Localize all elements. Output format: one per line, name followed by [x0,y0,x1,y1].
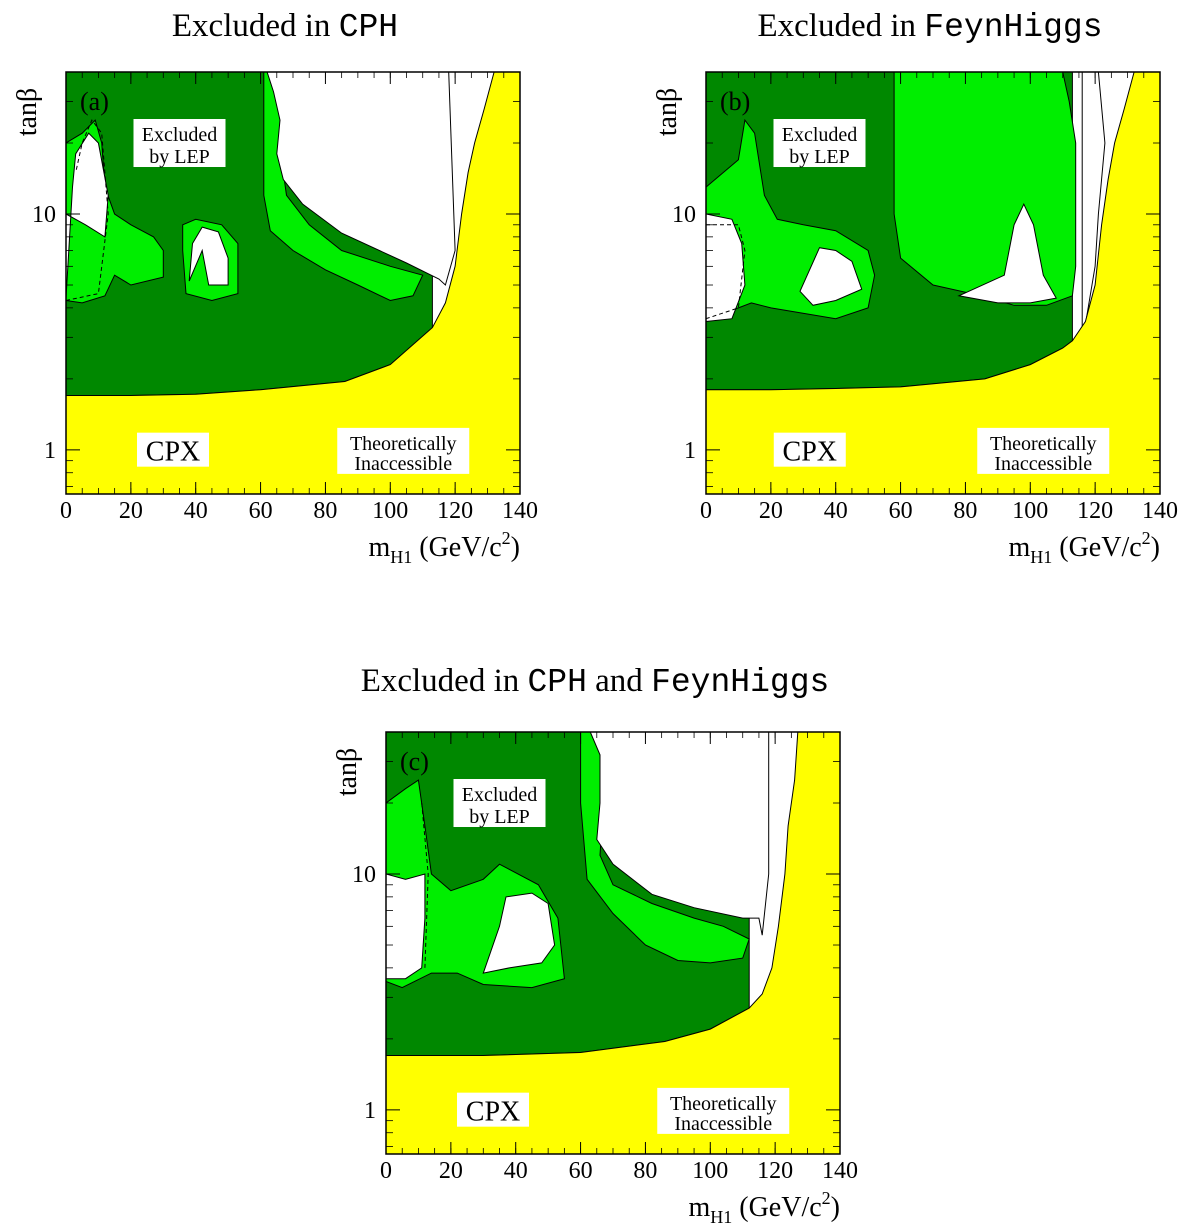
theory-label-box [337,427,470,474]
y-axis-label: tanβ [332,748,363,796]
y-tick-label: 10 [672,202,696,228]
chart-a: 0 20 40 60 80 100 120 140 1 10 mH1 (GeV/c2) tanβ (a)… [12,71,538,567]
dashed-contour [421,802,429,968]
dashed-contour [706,224,746,320]
x-tick-label: 80 [633,1158,657,1184]
x-tick-label: 60 [249,498,273,524]
panel-title: Excluded in CPH [171,8,399,46]
allowed-hole [799,247,863,306]
x-axis-label: mH1 (GeV/c2) [368,528,520,567]
panel-c: Excluded in CPH and FeynHiggs 0 20 40 60 80 1… [320,655,880,1224]
x-tick-label: 100 [372,498,408,524]
excluded-label-line2: by LEP [469,806,530,828]
x-tick-label: 20 [439,1158,463,1184]
excluded-label-line2: by LEP [789,146,850,168]
x-tick-label: 0 [700,498,712,524]
scenario-label-box [773,432,846,467]
theoretically-inaccessible-region [386,732,840,1154]
y-tick-label: 1 [364,1098,376,1124]
x-axis-label: mH1 (GeV/c2) [688,1188,840,1224]
allowed-hole [188,226,229,286]
x-tick-label: 140 [1142,498,1178,524]
x-tick-label: 20 [119,498,143,524]
theory-label-line2: Inaccessible [994,453,1092,475]
y-tick-label: 10 [32,202,56,228]
x-tick-label: 40 [184,498,208,524]
x-axis-label: mH1 (GeV/c2) [1008,528,1160,567]
allowed-hole [386,873,426,980]
scenario-label: CPX [146,437,200,468]
y-tick-label: 10 [352,862,376,888]
panel-tag: (b) [720,87,750,116]
excluded-label-box [773,119,866,168]
excluded-label-box [453,779,546,828]
theory-label-line2: Inaccessible [354,453,452,475]
chart-b: 0 20 40 60 80 100 120 140 1 10 mH1 (GeV/c2) tanβ (b)… [652,71,1178,567]
x-tick-label: 120 [437,498,473,524]
panel-title: Excluded in FeynHiggs [757,8,1103,46]
allowed-hole [706,213,746,323]
allowed-hole [266,72,456,286]
x-tick-label: 40 [504,1158,528,1184]
theory-label-line1: Theoretically [350,433,457,455]
x-tick-label: 100 [1012,498,1048,524]
scenario-label: CPX [783,437,837,468]
x-tick-label: 0 [60,498,72,524]
panel-title: Excluded in CPH and FeynHiggs [360,663,830,701]
scenario-label: CPX [466,1097,520,1128]
theory-label-line2: Inaccessible [674,1113,772,1135]
code-excluded-region [893,72,1077,306]
y-tick-label: 1 [44,438,56,464]
theory-label-box [657,1087,790,1134]
scenario-label-box [457,1092,530,1127]
theory-label-line1: Theoretically [990,433,1097,455]
x-tick-label: 20 [759,498,783,524]
theoretically-inaccessible-region [706,72,1160,494]
theoretically-inaccessible-region [66,72,520,494]
x-tick-label: 60 [569,1158,593,1184]
panel-a: Excluded in CPH 0 20 40 60 80 100 120 140 1 10 mH1… [0,0,560,580]
x-tick-label: 60 [889,498,913,524]
excluded-label-box [133,119,226,168]
panel-tag: (c) [400,747,429,776]
theory-label-line1: Theoretically [670,1093,777,1115]
panel-b: Excluded in FeynHiggs 0 20 40 60 80 100 120 140… [630,0,1197,580]
chart-c: 0 20 40 60 80 100 120 140 1 10 mH1 (GeV/c2) tanβ (c)… [332,731,858,1224]
x-tick-label: 40 [824,498,848,524]
theory-label-box [977,427,1110,474]
excluded-label-line2: by LEP [149,146,210,168]
x-tick-label: 0 [380,1158,392,1184]
x-tick-label: 120 [757,1158,793,1184]
y-axis-label: tanβ [652,88,683,136]
x-tick-label: 140 [502,498,538,524]
x-tick-label: 140 [822,1158,858,1184]
allowed-hole [482,892,556,974]
y-tick-label: 1 [684,438,696,464]
x-tick-label: 120 [1077,498,1113,524]
x-tick-label: 80 [953,498,977,524]
excluded-label-line1: Excluded [462,784,538,806]
x-tick-label: 100 [692,1158,728,1184]
allowed-hole [957,203,1057,304]
panel-tag: (a) [80,87,109,116]
allowed-hole [589,732,770,936]
excluded-label-line1: Excluded [782,124,858,146]
allowed-hole [66,132,109,299]
scenario-label-box [137,432,210,467]
y-axis-label: tanβ [12,88,43,136]
x-tick-label: 80 [313,498,337,524]
excluded-label-line1: Excluded [142,124,218,146]
